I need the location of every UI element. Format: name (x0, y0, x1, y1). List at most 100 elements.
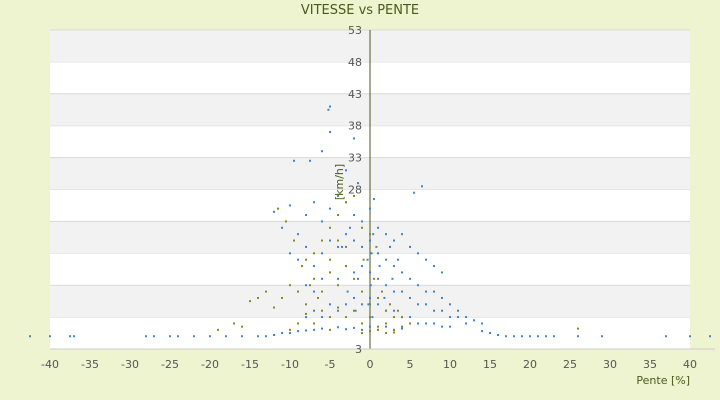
data-point-series-a (378, 265, 381, 268)
data-point-series-a (329, 105, 331, 108)
data-point-series-b (305, 312, 307, 315)
data-point-series-a (361, 265, 363, 268)
data-point-series-a (441, 271, 443, 274)
y-tick-label: 28 (348, 184, 362, 197)
data-point-series-a (473, 319, 475, 322)
data-point-series-a (449, 303, 451, 306)
data-point-series-a (417, 252, 419, 255)
data-point-series-a (513, 335, 515, 338)
data-point-series-b (361, 332, 363, 335)
data-point-series-a (273, 333, 275, 336)
data-point-series-b (373, 277, 375, 280)
data-point-series-b (313, 322, 315, 325)
data-point-series-a (353, 296, 355, 299)
y-tick-label: 53 (348, 24, 362, 37)
data-point-series-a (601, 335, 603, 338)
data-point-series-a (305, 316, 307, 319)
data-point-series-b (345, 245, 347, 248)
axes (50, 30, 715, 350)
x-tick-label: 30 (603, 358, 617, 371)
data-point-series-b (309, 284, 311, 287)
data-point-series-a (391, 277, 394, 280)
data-point-series-a (329, 131, 331, 134)
data-point-series-a (369, 284, 372, 287)
data-point-series-a (529, 335, 531, 338)
data-points (29, 105, 711, 338)
data-point-series-a (433, 322, 435, 325)
data-point-series-a (397, 258, 399, 261)
x-tick-label: 10 (443, 358, 457, 371)
data-point-series-a (401, 327, 403, 330)
data-point-series-b (301, 265, 303, 268)
chart-title: VITESSE vs PENTE (301, 3, 419, 18)
data-point-series-a (433, 265, 435, 268)
data-point-series-b (385, 322, 387, 325)
data-point-series-a (465, 316, 467, 319)
data-point-series-b (265, 290, 267, 293)
tick-labels: -40 -35 -30 -25 -20 -15 -10 -5 0 5 10 15 20 25 30 35 40 3… (41, 24, 697, 371)
data-point-series-a (409, 277, 411, 280)
x-tick-label: -5 (325, 358, 336, 371)
data-point-series-a (425, 290, 427, 293)
x-tick-label: -15 (241, 358, 259, 371)
data-point-series-b (361, 322, 363, 325)
y-tick-label: 38 (348, 120, 362, 133)
data-point-series-a (369, 296, 371, 299)
y-tick-label: 33 (348, 152, 362, 165)
data-point-series-a (321, 220, 323, 223)
data-point-series-a (209, 335, 211, 338)
data-point-series-a (69, 335, 71, 338)
data-point-series-a (409, 245, 411, 248)
data-point-series-a (321, 327, 323, 330)
data-point-series-a (369, 325, 371, 328)
data-point-series-a (281, 332, 283, 335)
data-point-series-a (441, 309, 443, 312)
data-point-series-b (389, 303, 391, 306)
data-point-series-a (425, 322, 427, 325)
data-point-series-a (421, 185, 423, 188)
data-point-series-b (241, 325, 243, 328)
data-point-series-a (297, 330, 299, 333)
data-point-series-a (289, 204, 291, 207)
data-point-series-a (433, 290, 435, 293)
data-point-series-a (401, 290, 403, 293)
data-point-series-a (329, 239, 331, 242)
data-point-series-a (353, 271, 355, 274)
data-point-series-a (225, 335, 227, 338)
data-point-series-b (361, 226, 363, 229)
data-point-series-a (329, 207, 331, 210)
data-point-series-b (369, 303, 371, 306)
data-point-series-b (297, 322, 299, 325)
data-point-series-a (337, 326, 339, 329)
data-point-series-b (337, 214, 339, 217)
data-point-series-b (377, 325, 379, 328)
data-point-series-a (321, 277, 323, 280)
data-point-series-a (369, 239, 371, 242)
data-point-series-b (369, 316, 371, 319)
data-point-series-b (281, 296, 283, 299)
x-axis-label: Pente [%] (636, 374, 690, 387)
data-point-series-b (233, 322, 235, 325)
x-tick-label: 40 (683, 358, 697, 371)
data-point-series-a (341, 245, 343, 248)
data-point-series-a (417, 303, 419, 306)
data-point-series-a (305, 284, 307, 287)
data-point-series-a (313, 309, 315, 312)
data-point-series-b (409, 322, 411, 325)
data-point-series-b (353, 309, 355, 312)
data-point-series-a (385, 325, 387, 328)
data-point-series-a (385, 233, 387, 236)
data-point-series-a (265, 335, 267, 338)
data-point-series-a (481, 322, 483, 325)
data-point-series-b (362, 258, 365, 261)
data-point-series-a (385, 284, 387, 287)
data-point-series-a (29, 335, 31, 338)
data-point-series-a (293, 159, 295, 162)
data-point-series-b (273, 306, 275, 309)
data-point-series-a (313, 265, 315, 268)
data-point-series-b (277, 207, 279, 210)
data-point-series-b (313, 252, 315, 255)
data-point-series-a (401, 233, 403, 236)
data-point-series-a (385, 258, 387, 261)
